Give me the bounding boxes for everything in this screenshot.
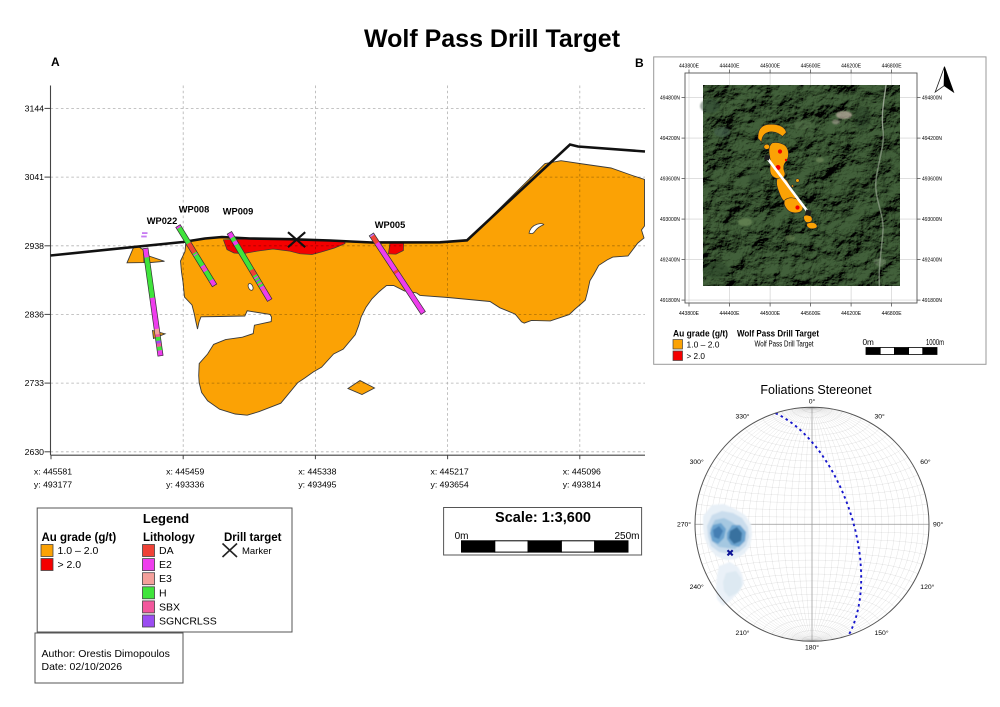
svg-text:x: 445217: x: 445217 bbox=[431, 467, 469, 477]
svg-text:WP005: WP005 bbox=[375, 220, 406, 230]
svg-text:445600E: 445600E bbox=[801, 311, 821, 317]
svg-text:443800E: 443800E bbox=[679, 64, 699, 70]
svg-text:0°: 0° bbox=[809, 398, 816, 406]
svg-text:491800N: 491800N bbox=[922, 298, 942, 304]
svg-text:1.0 – 2.0: 1.0 – 2.0 bbox=[58, 545, 99, 557]
svg-text:493600N: 493600N bbox=[660, 177, 680, 183]
svg-text:270°: 270° bbox=[677, 521, 691, 529]
svg-text:Au grade (g/t): Au grade (g/t) bbox=[673, 329, 728, 340]
svg-text:Scale: 1:3,600: Scale: 1:3,600 bbox=[495, 510, 591, 526]
svg-text:494200N: 494200N bbox=[660, 136, 680, 142]
svg-text:Wolf Pass Drill Target: Wolf Pass Drill Target bbox=[364, 25, 621, 53]
svg-text:493600N: 493600N bbox=[922, 177, 942, 183]
svg-text:x: 445581: x: 445581 bbox=[34, 467, 72, 477]
svg-text:> 2.0: > 2.0 bbox=[58, 559, 82, 571]
svg-text:H: H bbox=[159, 587, 167, 599]
svg-text:443800E: 443800E bbox=[679, 311, 699, 317]
svg-text:Wolf Pass Drill Target: Wolf Pass Drill Target bbox=[755, 340, 815, 349]
svg-text:494800N: 494800N bbox=[660, 96, 680, 102]
svg-text:60°: 60° bbox=[920, 458, 931, 466]
svg-text:494800N: 494800N bbox=[922, 96, 942, 102]
svg-text:492400N: 492400N bbox=[660, 258, 680, 264]
svg-text:x: 445338: x: 445338 bbox=[298, 467, 336, 477]
svg-text:2938: 2938 bbox=[25, 241, 44, 251]
svg-text:> 2.0: > 2.0 bbox=[687, 352, 706, 361]
svg-text:WP022: WP022 bbox=[147, 216, 178, 226]
svg-text:Foliations Stereonet: Foliations Stereonet bbox=[760, 383, 872, 397]
svg-text:1000m: 1000m bbox=[926, 338, 944, 347]
svg-text:Author: Orestis Dimopoulos: Author: Orestis Dimopoulos bbox=[42, 648, 170, 660]
svg-text:210°: 210° bbox=[735, 629, 749, 637]
svg-text:300°: 300° bbox=[690, 458, 704, 466]
svg-text:y: 493177: y: 493177 bbox=[34, 480, 72, 490]
svg-text:493000N: 493000N bbox=[660, 217, 680, 223]
svg-text:150°: 150° bbox=[875, 629, 889, 637]
svg-text:WP009: WP009 bbox=[223, 207, 254, 217]
svg-text:1.0 – 2.0: 1.0 – 2.0 bbox=[687, 341, 720, 350]
svg-text:x: 445459: x: 445459 bbox=[166, 467, 204, 477]
svg-text:493000N: 493000N bbox=[922, 217, 942, 223]
svg-text:330°: 330° bbox=[735, 412, 749, 420]
svg-text:E2: E2 bbox=[159, 559, 172, 571]
svg-text:Au grade (g/t): Au grade (g/t) bbox=[42, 532, 117, 544]
svg-text:Date: 02/10/2026: Date: 02/10/2026 bbox=[42, 661, 123, 673]
svg-text:180°: 180° bbox=[805, 644, 819, 652]
svg-text:3144: 3144 bbox=[25, 103, 44, 113]
svg-text:446800E: 446800E bbox=[882, 64, 902, 70]
svg-text:494200N: 494200N bbox=[922, 136, 942, 142]
svg-text:y: 493495: y: 493495 bbox=[298, 480, 336, 490]
svg-text:444400E: 444400E bbox=[720, 64, 740, 70]
svg-text:A: A bbox=[51, 55, 60, 69]
svg-text:2733: 2733 bbox=[25, 378, 44, 388]
svg-text:0m: 0m bbox=[455, 531, 469, 542]
svg-text:240°: 240° bbox=[690, 583, 704, 591]
svg-text:446200E: 446200E bbox=[841, 64, 861, 70]
svg-text:Lithology: Lithology bbox=[143, 532, 195, 544]
svg-text:y: 493654: y: 493654 bbox=[431, 480, 469, 490]
svg-text:3041: 3041 bbox=[25, 172, 44, 182]
svg-text:E3: E3 bbox=[159, 573, 172, 585]
svg-text:WP008: WP008 bbox=[179, 205, 210, 215]
svg-text:B: B bbox=[635, 56, 644, 70]
svg-text:Drill target: Drill target bbox=[224, 532, 282, 544]
svg-text:2630: 2630 bbox=[25, 447, 44, 457]
svg-text:446200E: 446200E bbox=[841, 311, 861, 317]
svg-text:446800E: 446800E bbox=[882, 311, 902, 317]
svg-text:SBX: SBX bbox=[159, 601, 180, 613]
svg-text:120°: 120° bbox=[920, 583, 934, 591]
svg-text:30°: 30° bbox=[875, 412, 886, 420]
svg-text:444400E: 444400E bbox=[720, 311, 740, 317]
svg-text:Legend: Legend bbox=[143, 511, 189, 526]
svg-text:491800N: 491800N bbox=[660, 298, 680, 304]
svg-text:SGNCRLSS: SGNCRLSS bbox=[159, 616, 217, 628]
svg-text:445000E: 445000E bbox=[760, 311, 780, 317]
svg-text:x: 445096: x: 445096 bbox=[563, 467, 601, 477]
svg-text:Wolf Pass Drill Target: Wolf Pass Drill Target bbox=[737, 329, 820, 340]
svg-text:492400N: 492400N bbox=[922, 258, 942, 264]
svg-text:y: 493336: y: 493336 bbox=[166, 480, 204, 490]
svg-text:90°: 90° bbox=[933, 521, 944, 529]
svg-text:Marker: Marker bbox=[242, 546, 272, 557]
svg-text:2836: 2836 bbox=[25, 309, 44, 319]
svg-text:y: 493814: y: 493814 bbox=[563, 480, 601, 490]
svg-text:445600E: 445600E bbox=[801, 64, 821, 70]
svg-text:0m: 0m bbox=[863, 338, 875, 347]
svg-text:250m: 250m bbox=[614, 531, 639, 542]
svg-text:445000E: 445000E bbox=[760, 64, 780, 70]
svg-text:DA: DA bbox=[159, 545, 174, 557]
